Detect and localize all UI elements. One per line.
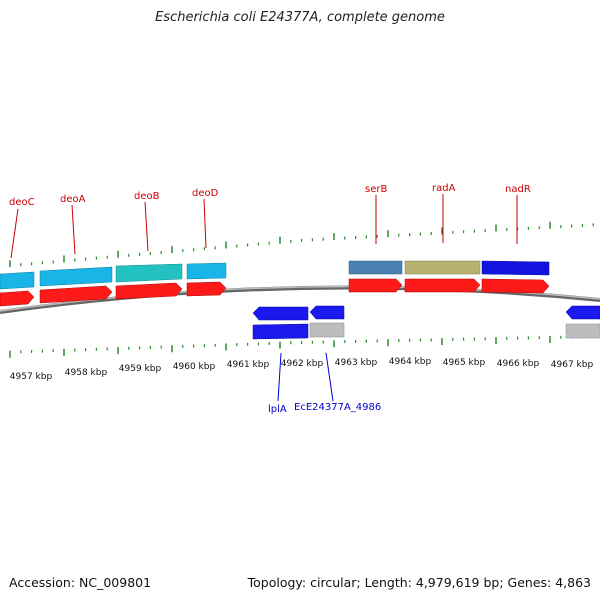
- reverse-gene-right-edge[interactable]: [565, 305, 600, 320]
- gene-labels: deoC deoA deoB deoD serB radA nadR lplA …: [9, 183, 531, 415]
- feature-deoC-cog[interactable]: [0, 271, 35, 290]
- leader-deoC: [10, 208, 19, 259]
- label-deoC[interactable]: deoC: [9, 197, 35, 208]
- genome-backbone: [0, 285, 600, 314]
- leader-deoA: [71, 204, 76, 255]
- tick-label: 4963 kbp: [335, 358, 378, 368]
- tick-label: 4958 kbp: [65, 368, 108, 378]
- leader-EcE24377A_4986: [325, 352, 334, 402]
- feature-lplA-cog[interactable]: [252, 323, 309, 340]
- inner-ticks: [9, 335, 594, 358]
- tick-label: 4959 kbp: [119, 364, 162, 374]
- outer-ticks: [9, 221, 594, 268]
- forward-gene-nadR[interactable]: [481, 278, 550, 294]
- tick-label: 4957 kbp: [10, 372, 53, 382]
- reverse-strand-row: [252, 305, 600, 321]
- tick-label: 4964 kbp: [389, 357, 432, 367]
- label-deoB[interactable]: deoB: [134, 191, 160, 202]
- tick-label: 4961 kbp: [227, 360, 270, 370]
- feature-right-edge-cog[interactable]: [565, 323, 600, 339]
- forward-gene-radA[interactable]: [404, 278, 481, 293]
- tick-label: 4967 kbp: [551, 360, 594, 370]
- label-lplA[interactable]: lplA: [268, 404, 287, 415]
- tick-labels: 4957 kbp 4958 kbp 4959 kbp 4960 kbp 4961 kbp…: [10, 357, 594, 382]
- feature-deoA-cog[interactable]: [39, 266, 113, 287]
- label-deoD[interactable]: deoD: [192, 188, 219, 199]
- reverse-gene-EcE24377A_4986[interactable]: [309, 305, 345, 320]
- forward-gene-deoA[interactable]: [39, 285, 113, 304]
- label-EcE24377A_4986[interactable]: EcE24377A_4986: [294, 402, 381, 413]
- tick-label: 4960 kbp: [173, 362, 216, 372]
- feature-radA-cog[interactable]: [404, 260, 481, 275]
- reverse-gene-lplA[interactable]: [252, 306, 309, 321]
- map-title: Escherichia coli E24377A, complete genom…: [155, 10, 445, 25]
- tick-label: 4966 kbp: [497, 359, 540, 369]
- feature-nadR-cog[interactable]: [481, 260, 550, 276]
- outer-feature-row: [0, 260, 550, 290]
- forward-gene-deoD[interactable]: [186, 281, 227, 297]
- inner-feature-row: [252, 322, 600, 340]
- tick-label: 4965 kbp: [443, 358, 486, 368]
- leader-deoB: [144, 201, 149, 252]
- leader-lplA: [277, 352, 282, 402]
- feature-serB-cog[interactable]: [348, 260, 403, 275]
- forward-gene-deoB[interactable]: [115, 282, 183, 300]
- accession-text: Accession: NC_009801: [9, 575, 152, 590]
- tick-label: 4962 kbp: [281, 359, 324, 369]
- feature-EcE24377A_4986-cog[interactable]: [309, 322, 345, 338]
- genome-summary-text: Topology: circular; Length: 4,979,619 bp…: [247, 575, 591, 590]
- forward-strand-row: [0, 278, 550, 307]
- label-deoA[interactable]: deoA: [60, 194, 86, 205]
- leader-deoD: [203, 198, 207, 249]
- label-nadR[interactable]: nadR: [505, 184, 531, 195]
- label-leaders: [10, 194, 518, 402]
- feature-deoB-cog[interactable]: [115, 263, 183, 283]
- forward-gene-serB[interactable]: [348, 278, 403, 293]
- label-radA[interactable]: radA: [432, 183, 456, 194]
- forward-gene-deoC[interactable]: [0, 290, 35, 307]
- label-serB[interactable]: serB: [365, 184, 387, 195]
- feature-deoD-cog[interactable]: [186, 262, 227, 280]
